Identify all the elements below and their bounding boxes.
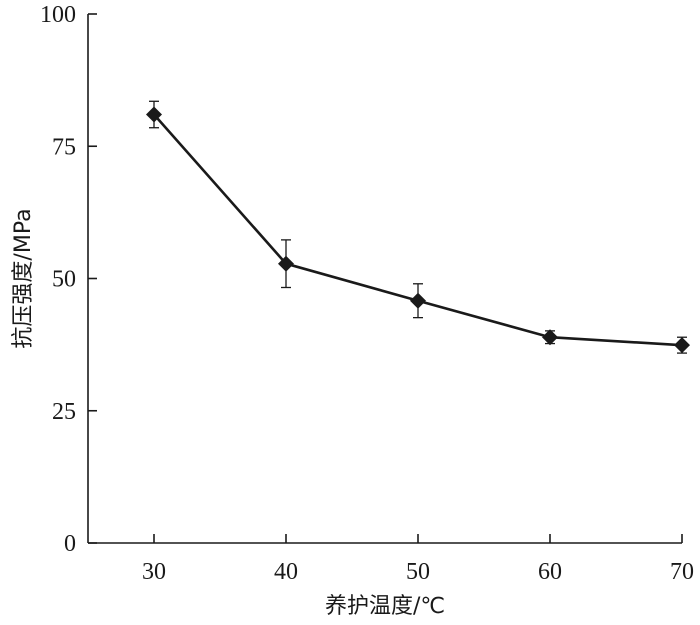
- plot-area: 0 25 50 75 100 30 40 50 60 70: [40, 2, 694, 585]
- data-point-70: [674, 337, 690, 354]
- y-axis-title: 抗压强度/MPa: [11, 208, 36, 348]
- y-ticks: 0 25 50 75 100: [40, 2, 97, 557]
- x-tick-label-70: 70: [670, 559, 694, 585]
- y-tick-label-100: 100: [40, 2, 76, 28]
- y-tick-label-50: 50: [52, 267, 76, 293]
- x-axis-title: 养护温度/℃: [325, 594, 445, 619]
- data-point-30: [146, 106, 162, 123]
- data-point-60: [542, 329, 558, 346]
- data-point-50: [410, 292, 426, 309]
- error-bars: [149, 100, 687, 354]
- x-ticks: 30 40 50 60 70: [142, 534, 694, 585]
- y-tick-label-25: 25: [52, 399, 76, 425]
- markers: [146, 106, 690, 354]
- x-tick-label-60: 60: [538, 559, 562, 585]
- y-tick-label-0: 0: [64, 531, 76, 557]
- x-tick-label-40: 40: [274, 559, 298, 585]
- y-tick-label-75: 75: [52, 134, 76, 160]
- data-point-40: [278, 255, 294, 272]
- x-tick-label-30: 30: [142, 559, 166, 585]
- x-tick-label-50: 50: [406, 559, 430, 585]
